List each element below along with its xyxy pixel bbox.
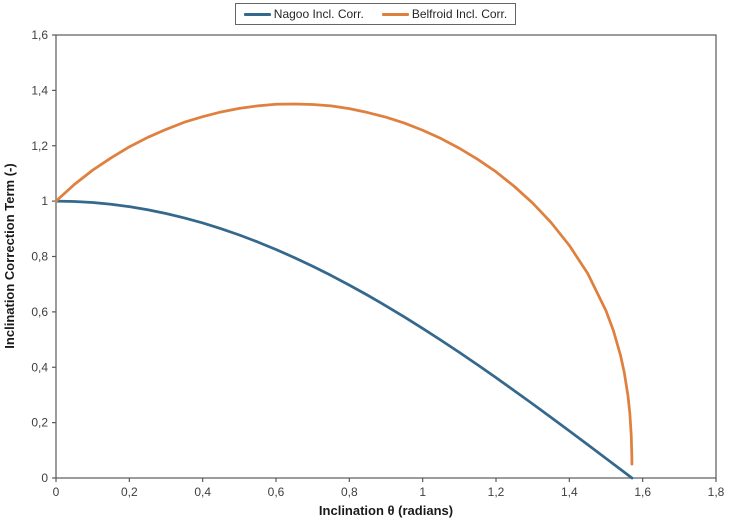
legend-label: Belfroid Incl. Corr. <box>411 7 508 21</box>
x-axis-title: Inclination θ (radians) <box>319 503 453 518</box>
chart-legend: Nagoo Incl. Corr. Belfroid Incl. Corr. <box>235 3 516 25</box>
series-lines <box>54 102 634 480</box>
y-tick-label: 0,8 <box>31 250 48 264</box>
y-tick-label: 0 <box>41 471 48 485</box>
y-tick-label: 1,2 <box>31 139 48 153</box>
legend-item-1: Belfroid Incl. Corr. <box>381 7 508 21</box>
x-tick-label: 0,8 <box>341 485 358 499</box>
legend-line-swatch <box>381 12 409 16</box>
x-tick-label: 1 <box>419 485 426 499</box>
y-axis-title: Inclination Correction Term (-) <box>2 163 17 348</box>
x-tick-label: 0 <box>53 485 60 499</box>
y-tick-label: 0,4 <box>31 360 48 374</box>
x-tick-label: 0,4 <box>194 485 211 499</box>
x-axis-ticks: 0 0,2 0,4 0,6 0,8 1 1,2 1,4 1,6 1,8 <box>53 478 725 499</box>
y-axis-ticks: 0 0,2 0,4 0,6 0,8 1 1,2 1,4 1,6 <box>31 28 56 485</box>
y-tick-label: 1 <box>41 194 48 208</box>
x-tick-label: 1,8 <box>708 485 725 499</box>
legend-line-swatch <box>243 12 271 16</box>
y-tick-label: 0,2 <box>31 416 48 430</box>
series-line-1 <box>54 102 634 466</box>
x-tick-label: 0,2 <box>121 485 138 499</box>
x-tick-label: 1,6 <box>634 485 651 499</box>
plot-border-rect <box>55 34 717 479</box>
y-tick-label: 0,6 <box>31 305 48 319</box>
x-tick-label: 0,6 <box>268 485 285 499</box>
legend-item-0: Nagoo Incl. Corr. <box>243 7 364 21</box>
x-tick-label: 1,4 <box>561 485 578 499</box>
plot-border <box>55 34 717 479</box>
y-tick-label: 1,6 <box>31 28 48 42</box>
legend-label: Nagoo Incl. Corr. <box>273 7 364 21</box>
series-line-0 <box>54 199 634 480</box>
y-tick-label: 1,4 <box>31 83 48 97</box>
x-tick-label: 1,2 <box>488 485 505 499</box>
